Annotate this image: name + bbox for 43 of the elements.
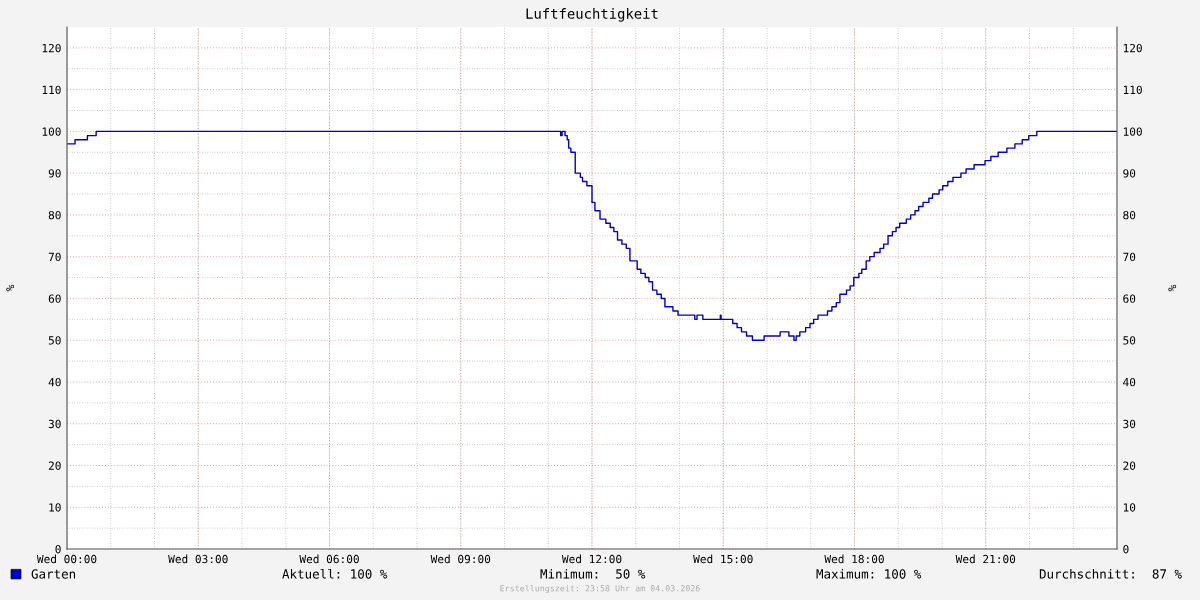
chart-title: Luftfeuchtigkeit bbox=[526, 8, 658, 22]
y2-tick-label: 70 bbox=[1123, 252, 1136, 262]
x-tick-label: Wed 09:00 bbox=[430, 554, 491, 564]
y2-tick-label: 0 bbox=[1123, 545, 1129, 554]
y2-tick-label: 110 bbox=[1123, 85, 1142, 95]
x-tick-label: Wed 03:00 bbox=[168, 554, 228, 564]
y2-tick-label: 20 bbox=[1123, 461, 1136, 470]
y-tick-label: 0 bbox=[55, 545, 61, 554]
x-tick-label: Wed 06:00 bbox=[299, 554, 359, 564]
y2-tick-label: 40 bbox=[1123, 377, 1136, 387]
y2-tick-label: 30 bbox=[1123, 419, 1136, 429]
y-tick-label: 80 bbox=[48, 210, 61, 220]
y-tick-label: 100 bbox=[42, 127, 61, 136]
y2-tick-label: 100 bbox=[1123, 127, 1142, 136]
x-tick-label: Wed 21:00 bbox=[955, 554, 1016, 564]
y2-axis-title: % bbox=[1168, 284, 1177, 292]
y2-tick-label: 90 bbox=[1123, 169, 1136, 178]
y-tick-label: 30 bbox=[48, 419, 61, 429]
legend-label: Garten bbox=[31, 569, 76, 579]
y-tick-label: 20 bbox=[48, 461, 61, 470]
text: Aktuell: 100 % bbox=[282, 568, 388, 579]
text: Erstellungszeit: 23:58 Uhr am 04.03.2026 bbox=[500, 584, 700, 594]
x-tick-label: Wed 12:00 bbox=[561, 554, 622, 564]
y2-tick-label: 80 bbox=[1123, 210, 1136, 220]
y-tick-label: 90 bbox=[48, 169, 61, 178]
y-tick-label: 120 bbox=[42, 43, 61, 53]
y-tick-label: 40 bbox=[48, 377, 61, 387]
y2-tick-label: 50 bbox=[1123, 336, 1136, 345]
y2-tick-label: 120 bbox=[1123, 43, 1142, 53]
x-tick-label: Wed 00:00 bbox=[36, 554, 97, 564]
x-tick-label: Wed 18:00 bbox=[824, 554, 884, 564]
y2-tick-label: 10 bbox=[1123, 503, 1136, 512]
text: Maximum: 100 % bbox=[816, 568, 922, 579]
text: Minimum: 50 % bbox=[540, 568, 646, 579]
x-tick-label: Wed 15:00 bbox=[693, 554, 753, 564]
y-tick-label: 10 bbox=[49, 503, 61, 512]
y2-tick-label: 60 bbox=[1123, 294, 1136, 303]
y-axis-title: % bbox=[6, 284, 15, 292]
y-tick-label: 50 bbox=[48, 336, 61, 345]
text: Durchschnitt: 87 % bbox=[1039, 568, 1182, 579]
y-tick-label: 70 bbox=[48, 252, 61, 262]
y-tick-label: 60 bbox=[48, 294, 61, 303]
y-tick-label: 110 bbox=[42, 85, 61, 95]
